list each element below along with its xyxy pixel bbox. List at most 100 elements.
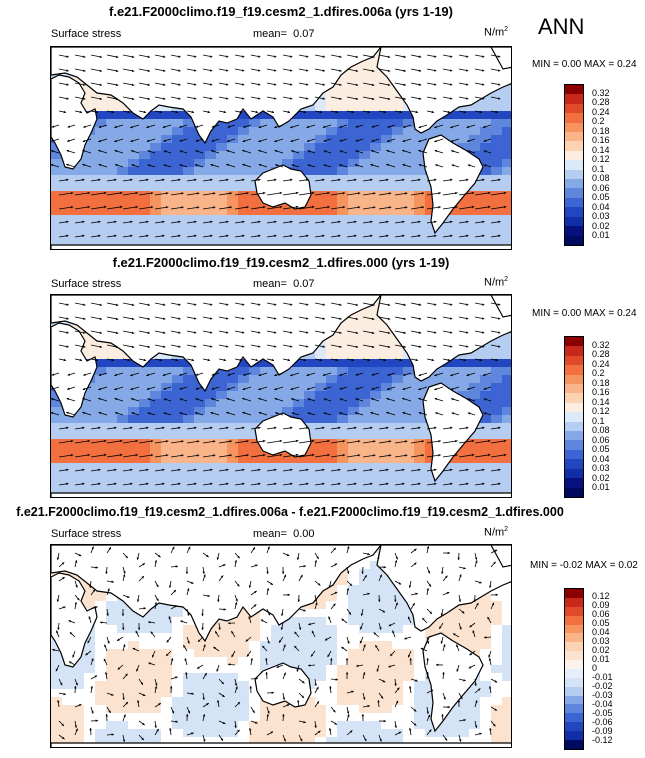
field-cell	[491, 471, 503, 480]
field-cell	[469, 151, 481, 160]
field-cell	[370, 633, 382, 642]
vector-head	[223, 358, 227, 362]
colorbar-swatch	[565, 365, 583, 375]
vector-head	[119, 205, 123, 209]
field-cell	[337, 657, 349, 666]
field-cell	[348, 697, 360, 706]
field-cell	[403, 159, 415, 168]
vector-head	[402, 234, 405, 238]
field-cell	[337, 625, 349, 634]
field-cell	[370, 239, 382, 248]
field-cell	[95, 167, 107, 176]
field-cell	[381, 447, 393, 456]
field-cell	[414, 191, 426, 200]
field-cell	[172, 689, 184, 698]
vector-head	[226, 468, 229, 472]
field-cell	[381, 343, 393, 352]
field-cell	[161, 399, 173, 408]
field-cell	[315, 649, 327, 658]
vector-head	[83, 331, 86, 334]
vector-head	[123, 571, 126, 574]
vector-head	[386, 220, 389, 224]
field-cell	[128, 239, 140, 248]
vector-head	[403, 373, 406, 376]
vector-head	[290, 125, 293, 129]
field-cell	[370, 561, 382, 570]
field-cell	[502, 175, 511, 184]
vector-head	[195, 139, 199, 142]
field-cell	[260, 399, 272, 408]
field-cell	[106, 689, 118, 698]
field-cell	[161, 111, 173, 120]
vector-head	[115, 97, 119, 101]
field-cell	[381, 681, 393, 690]
field-cell	[183, 167, 195, 176]
field-cell	[392, 689, 404, 698]
field-cell	[392, 471, 404, 480]
colorbar-swatch	[565, 150, 583, 161]
vector-head	[147, 303, 150, 306]
field-cell	[337, 383, 349, 392]
field-cell	[392, 207, 404, 216]
field-cell	[326, 103, 338, 112]
field-cell	[326, 657, 338, 666]
field-cell	[480, 487, 492, 496]
vector-head	[209, 317, 213, 320]
field-cell	[502, 649, 511, 658]
field-cell	[216, 479, 228, 488]
field-cell	[414, 199, 426, 208]
field-cell	[95, 439, 107, 448]
field-cell	[249, 183, 261, 192]
vector-head	[178, 83, 181, 86]
field-cell	[249, 657, 261, 666]
vector-head	[370, 397, 374, 401]
vector-head	[371, 69, 375, 73]
field-cell	[304, 103, 316, 112]
field-cell	[95, 159, 107, 168]
field-cell	[502, 87, 511, 96]
field-cell	[414, 729, 426, 738]
field-cell	[238, 737, 250, 746]
vector-head	[146, 482, 149, 486]
field-cell	[128, 721, 140, 730]
vector-head	[271, 358, 275, 362]
vector-head	[338, 468, 341, 472]
field-cell	[150, 681, 162, 690]
field-cell	[491, 673, 503, 682]
field-cell	[95, 135, 107, 144]
vector-head	[279, 191, 283, 195]
field-cell	[62, 729, 74, 738]
field-cell	[370, 415, 382, 424]
field-cell	[370, 111, 382, 120]
field-cell	[370, 319, 382, 328]
field-cell	[194, 487, 206, 496]
field-cell	[249, 431, 261, 440]
field-cell	[502, 697, 511, 706]
vector-head	[226, 163, 229, 167]
field-cell	[491, 617, 503, 626]
field-cell	[282, 143, 294, 152]
field-cell	[51, 689, 63, 698]
vector-head	[481, 345, 485, 348]
field-cell	[403, 431, 415, 440]
field-cell	[337, 175, 349, 184]
vector-head	[82, 234, 85, 238]
field-cell	[84, 87, 96, 96]
vector-head	[487, 205, 491, 209]
field-cell	[73, 423, 85, 432]
vector-head	[226, 178, 229, 182]
vector-head	[99, 55, 103, 59]
field-cell	[51, 431, 63, 440]
field-cell	[403, 231, 415, 240]
field-cell	[293, 633, 305, 642]
vector-head	[175, 110, 179, 114]
field-cell	[249, 191, 261, 200]
field-cell	[216, 383, 228, 392]
vector-shaft	[330, 206, 346, 210]
vector-head	[130, 482, 133, 486]
vector-head	[193, 345, 197, 348]
vector-head	[327, 453, 330, 457]
vector-head	[67, 125, 71, 128]
vector-head	[143, 110, 147, 114]
field-cell	[95, 729, 107, 738]
